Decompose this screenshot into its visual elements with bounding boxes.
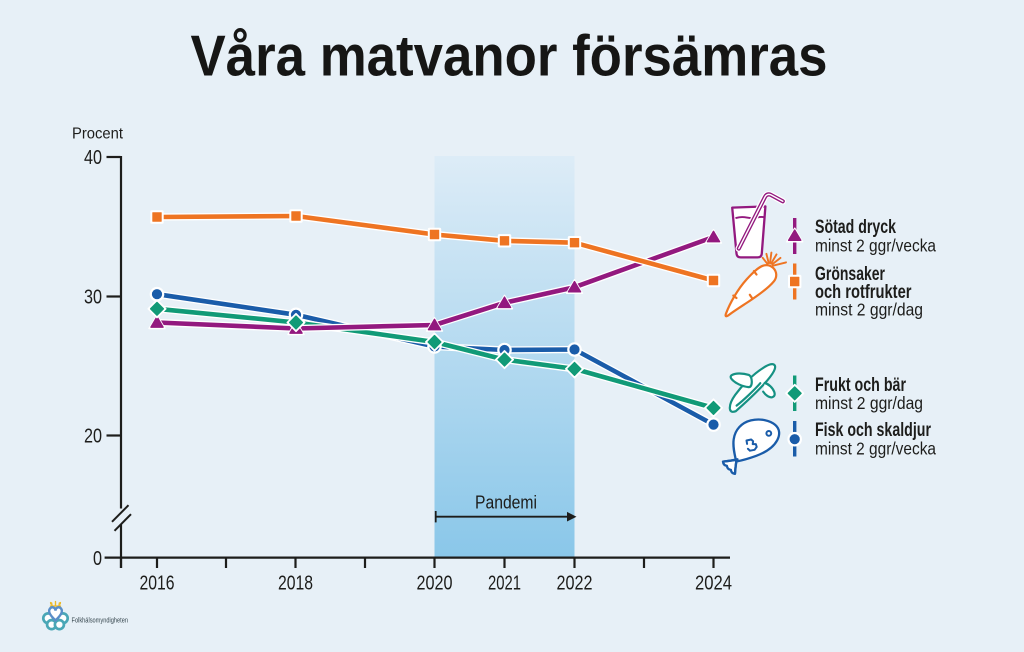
svg-text:Folkhälsomyndigheten: Folkhälsomyndigheten bbox=[72, 617, 129, 624]
svg-text:minst 2 ggr/vecka: minst 2 ggr/vecka bbox=[815, 236, 936, 256]
svg-text:2024: 2024 bbox=[695, 573, 732, 595]
svg-text:Våra matvanor försämras: Våra matvanor försämras bbox=[191, 25, 828, 89]
svg-text:20: 20 bbox=[84, 426, 102, 448]
svg-text:minst 2 ggr/dag: minst 2 ggr/dag bbox=[815, 393, 923, 413]
svg-text:minst 2 ggr/vecka: minst 2 ggr/vecka bbox=[815, 438, 936, 458]
svg-text:40: 40 bbox=[84, 147, 102, 169]
svg-text:Procent: Procent bbox=[72, 126, 124, 143]
svg-text:2021: 2021 bbox=[488, 573, 521, 595]
svg-text:Pandemi: Pandemi bbox=[475, 493, 537, 513]
svg-text:2020: 2020 bbox=[417, 573, 453, 595]
svg-text:minst 2 ggr/dag: minst 2 ggr/dag bbox=[815, 299, 923, 319]
svg-text:2016: 2016 bbox=[140, 573, 175, 595]
svg-text:0: 0 bbox=[93, 548, 102, 570]
svg-text:Grönsaker: Grönsaker bbox=[815, 264, 885, 285]
svg-text:Frukt och bär: Frukt och bär bbox=[815, 375, 906, 396]
svg-text:Sötad dryck: Sötad dryck bbox=[815, 217, 896, 238]
svg-text:2022: 2022 bbox=[557, 573, 593, 595]
svg-text:Fisk och skaldjur: Fisk och skaldjur bbox=[815, 420, 931, 441]
svg-text:och rotfrukter: och rotfrukter bbox=[815, 282, 912, 303]
svg-text:30: 30 bbox=[84, 287, 102, 309]
svg-text:2018: 2018 bbox=[278, 573, 313, 595]
